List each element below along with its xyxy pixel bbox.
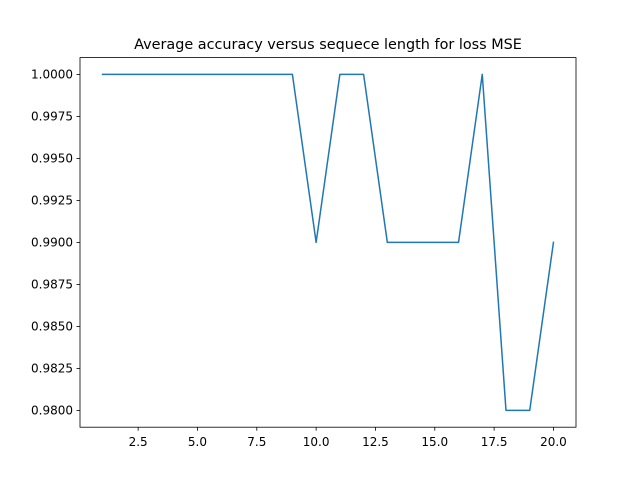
x-axis: 2.5 5.0 7.5 10.0 12.5 15.0 17.5 20.0 bbox=[129, 427, 567, 449]
x-tick-label: 10.0 bbox=[303, 435, 330, 449]
y-axis: 0.9800 0.9825 0.9850 0.9875 0.9900 0.9925 0.99… bbox=[31, 68, 80, 418]
y-tick-label: 0.9975 bbox=[31, 110, 73, 124]
x-tick-label: 15.0 bbox=[421, 435, 448, 449]
plot-area bbox=[101, 73, 555, 412]
y-tick-label: 0.9950 bbox=[31, 152, 73, 166]
x-tick-label: 20.0 bbox=[540, 435, 567, 449]
y-tick-label: 0.9875 bbox=[31, 278, 73, 292]
y-tick-label: 0.9800 bbox=[31, 404, 73, 418]
y-tick-label: 0.9825 bbox=[31, 362, 73, 376]
y-tick-label: 0.9850 bbox=[31, 320, 73, 334]
chart-title: Average accuracy versus sequece length f… bbox=[134, 37, 522, 53]
x-tick-label: 5.0 bbox=[188, 435, 207, 449]
axes-frame bbox=[79, 57, 577, 428]
x-tick-label: 12.5 bbox=[362, 435, 389, 449]
y-tick-label: 0.9900 bbox=[31, 236, 73, 250]
x-tick-label: 2.5 bbox=[129, 435, 148, 449]
x-tick-label: 7.5 bbox=[247, 435, 266, 449]
series-line-0 bbox=[101, 73, 555, 412]
y-tick-label: 1.0000 bbox=[31, 68, 73, 82]
x-tick-label: 17.5 bbox=[481, 435, 508, 449]
y-tick-label: 0.9925 bbox=[31, 194, 73, 208]
